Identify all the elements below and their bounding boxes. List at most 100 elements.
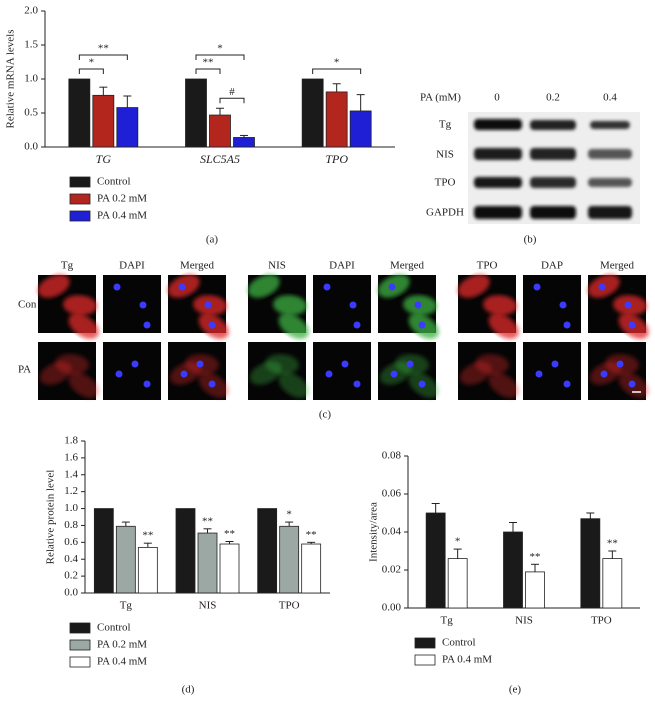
- significance-label: **: [607, 538, 618, 550]
- bar: [185, 78, 207, 148]
- nucleus: [113, 283, 121, 291]
- band: [530, 177, 576, 188]
- bar: [92, 94, 115, 148]
- nucleus: [353, 321, 361, 329]
- y-tick-label: 1.2: [64, 485, 78, 497]
- bar: [447, 558, 468, 609]
- nucleus: [559, 301, 567, 309]
- nucleus: [178, 283, 186, 291]
- nucleus: [600, 370, 608, 378]
- y-axis-label: Relative protein level: [45, 470, 57, 565]
- error-bar: [225, 540, 234, 545]
- error-bar: [307, 541, 316, 545]
- y-tick-label: 0.5: [24, 107, 38, 119]
- error-bar: [332, 83, 341, 92]
- bar: [349, 110, 372, 148]
- nucleus: [418, 321, 426, 329]
- cell-body: [457, 274, 490, 298]
- y-tick-label: 2.0: [24, 5, 38, 17]
- cell-body: [273, 295, 307, 316]
- nucleus: [196, 360, 204, 368]
- significance-label: *: [286, 509, 292, 521]
- bar: [233, 137, 255, 148]
- y-tick-label: 0.0: [64, 587, 78, 599]
- error-bar: [586, 512, 595, 519]
- error-bar: [608, 550, 617, 559]
- error-bar: [240, 134, 248, 138]
- nucleus: [325, 370, 333, 378]
- x-tick-label: TPO: [279, 600, 300, 612]
- y-tick-label: 1.4: [64, 468, 78, 480]
- error-bar: [531, 563, 539, 572]
- bar: [137, 547, 158, 594]
- y-tick-label: 1.0: [64, 502, 78, 514]
- y-tick-label: 0.8: [64, 519, 78, 531]
- fluorescence-image: [313, 342, 371, 400]
- nucleus: [616, 360, 624, 368]
- error-bar: [99, 86, 108, 96]
- y-tick-label: 0.04: [382, 526, 402, 538]
- error-bar: [509, 522, 517, 532]
- image-background: [103, 342, 161, 400]
- western-blot: PA (mM) 0 0.2 0.4 Tg NIS TPO GAPDH (b): [420, 92, 640, 246]
- bar: [257, 508, 278, 594]
- error-bar: [285, 521, 294, 527]
- nucleus: [131, 360, 139, 368]
- staining-column-label: DAPI: [119, 260, 145, 272]
- x-tick-label: SLC5A5: [200, 152, 240, 166]
- significance-bracket: [195, 54, 245, 60]
- bar: [279, 525, 300, 594]
- significance-bracket: [78, 54, 128, 60]
- cell-body: [68, 372, 99, 398]
- legend-swatch: [414, 637, 436, 649]
- panel-label: (c): [319, 409, 332, 421]
- cell-body: [247, 274, 280, 298]
- nucleus: [628, 321, 636, 329]
- band: [474, 206, 522, 219]
- bar: [580, 518, 601, 609]
- nucleus: [535, 370, 543, 378]
- y-tick-label: 0.4: [64, 553, 78, 565]
- fluorescence-image: [37, 274, 99, 339]
- cell-body: [488, 313, 519, 339]
- fluorescence-image: [103, 342, 161, 400]
- legend-swatch: [69, 622, 91, 634]
- bar: [325, 91, 348, 148]
- blot-dose: 0: [494, 92, 500, 104]
- nucleus: [115, 370, 123, 378]
- significance-bracket: [195, 68, 221, 74]
- bracket-label: *: [217, 43, 223, 55]
- blot-header: PA (mM): [420, 92, 461, 104]
- y-tick-label: 1.8: [64, 435, 78, 447]
- significance-label: **: [530, 551, 541, 563]
- nucleus: [598, 283, 606, 291]
- nucleus: [143, 380, 151, 388]
- cell-body: [68, 313, 99, 339]
- fluorescence-image: [103, 275, 161, 333]
- image-background: [103, 275, 161, 333]
- panel-label: (e): [509, 684, 522, 696]
- significance-label: *: [455, 536, 461, 548]
- y-tick-label: 0.0: [24, 141, 38, 153]
- band: [588, 178, 632, 187]
- nucleus: [624, 301, 632, 309]
- fluorescence-image: [378, 342, 439, 400]
- blot-row-label: NIS: [436, 149, 454, 161]
- fluorescence-image: [168, 342, 229, 400]
- y-tick-label: 1.0: [24, 73, 38, 85]
- fluorescence-image: [458, 342, 519, 400]
- band: [474, 148, 522, 160]
- blot-row-label: TPO: [435, 177, 456, 189]
- significance-bracket: [219, 97, 245, 104]
- fluorescence-image: [457, 274, 519, 339]
- image-background: [313, 342, 371, 400]
- legend-swatch: [69, 656, 91, 668]
- staining-row-label: PA: [18, 364, 31, 376]
- y-tick-label: 0.08: [382, 450, 402, 462]
- nucleus: [204, 301, 212, 309]
- error-bar: [453, 548, 462, 559]
- error-bar: [431, 503, 440, 513]
- bar: [425, 512, 446, 609]
- fluorescence-image: [523, 275, 581, 333]
